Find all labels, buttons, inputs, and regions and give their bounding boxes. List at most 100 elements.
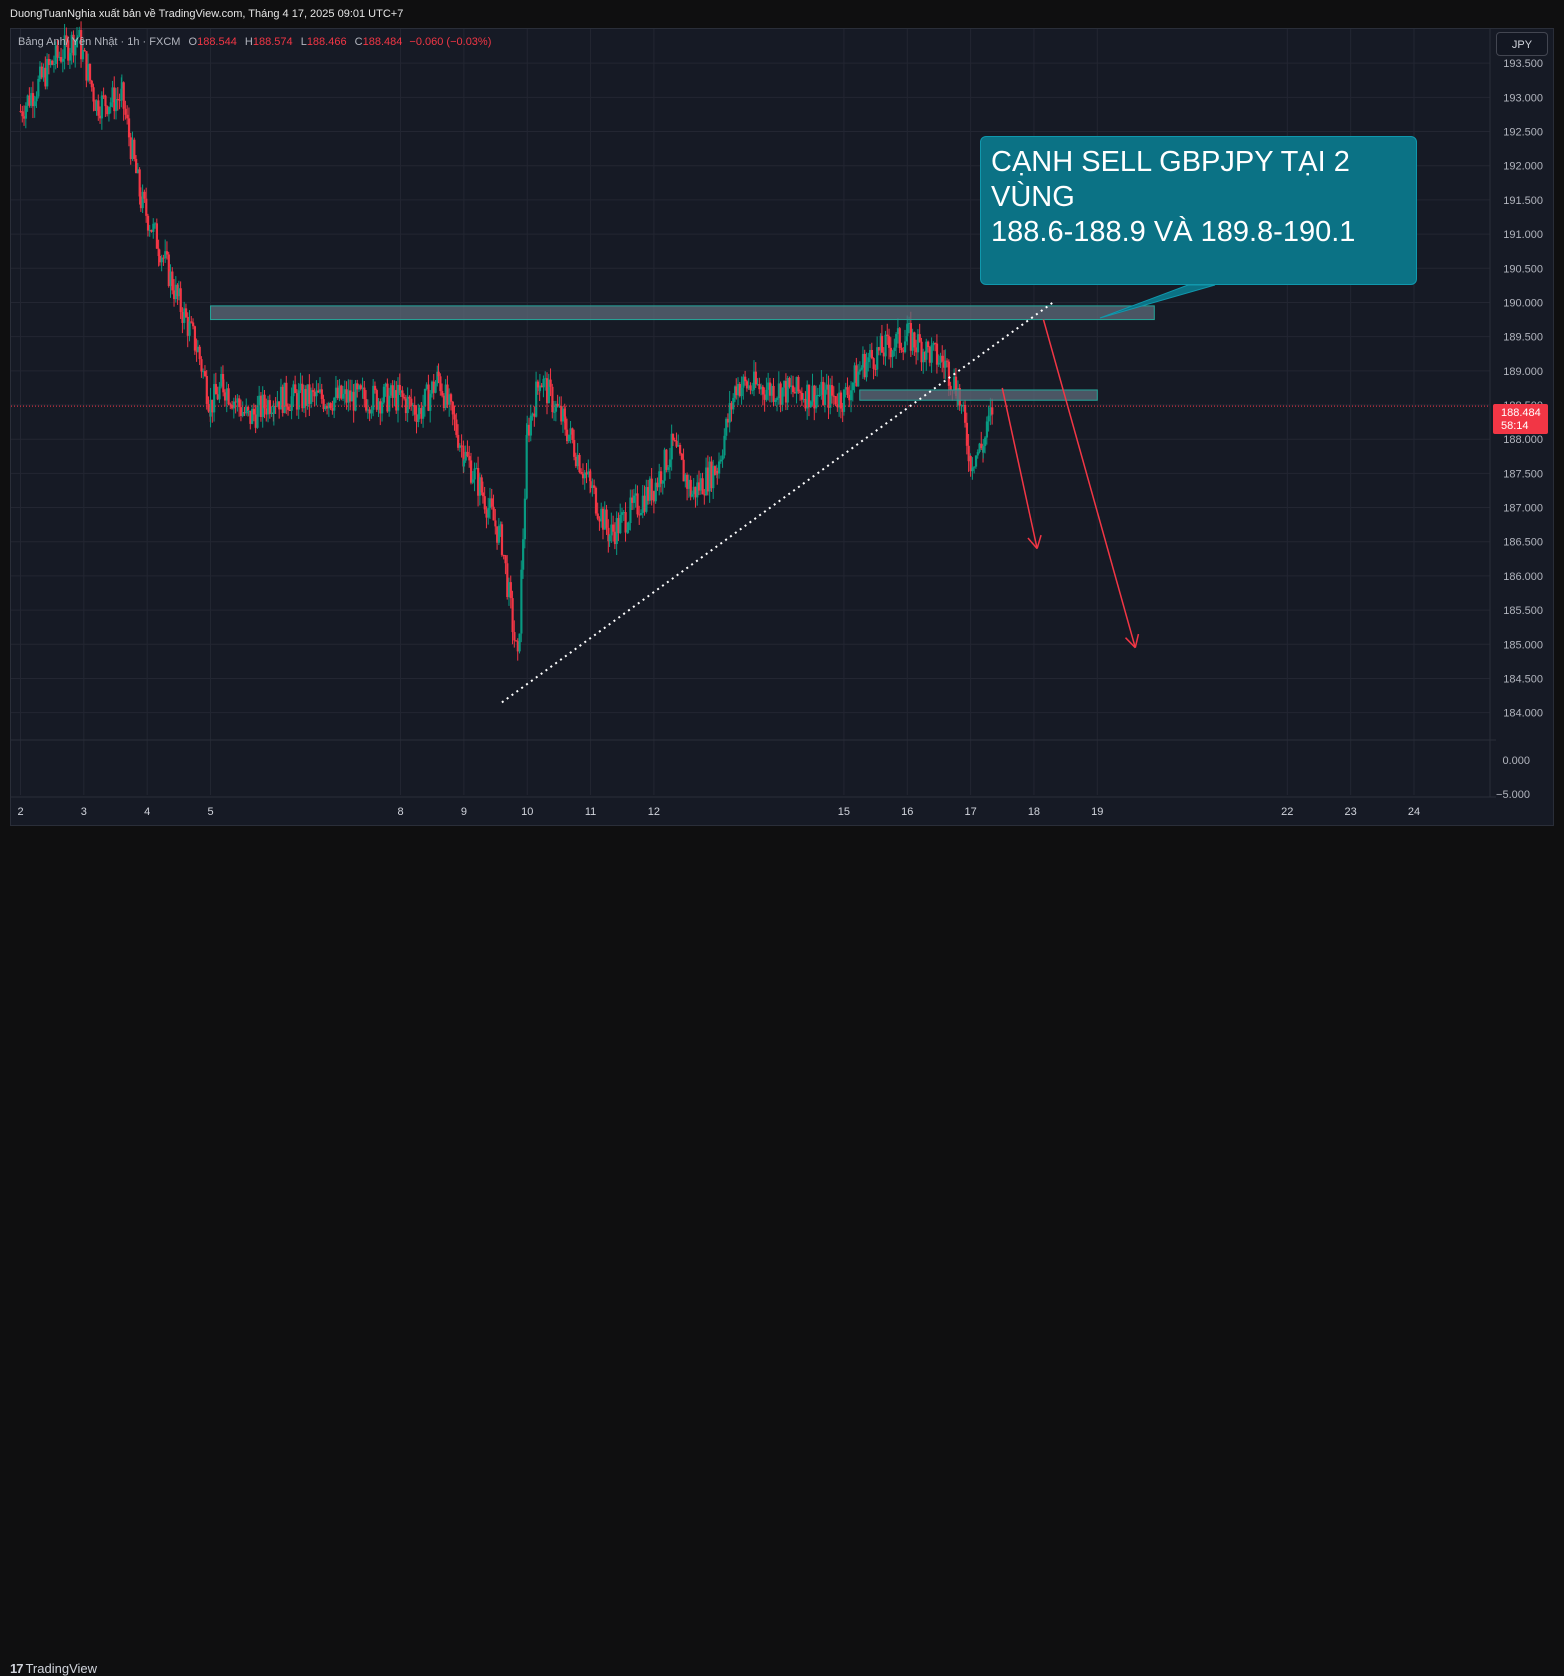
candle-body-up [620, 512, 624, 515]
candle-body-up [558, 406, 561, 408]
candle-body-up [315, 390, 318, 397]
candle-body-down [589, 481, 592, 489]
price-tick-label: 193.000 [1503, 92, 1543, 104]
candle-body-down [200, 359, 203, 372]
candle-body-down [527, 424, 531, 436]
candle-body-down [504, 555, 507, 564]
candle-body-up [87, 63, 90, 81]
candle-body-up [279, 386, 283, 410]
candle-body-down [485, 509, 488, 518]
candle-body-down [863, 353, 866, 378]
candle-body-up [542, 378, 545, 388]
candle-body-down [60, 57, 63, 62]
price-chart[interactable]: 193.500 193.000 192.500 192.000 191.500 191.0… [0, 0, 1564, 861]
candle-body-down [880, 335, 884, 353]
candle-body-down [449, 394, 453, 402]
candle-body-down [441, 391, 444, 396]
candle-body-down [301, 383, 304, 409]
candle-body-down [340, 385, 343, 399]
time-tick-label: 11 [585, 806, 596, 818]
candle-body-down [836, 404, 839, 408]
candle-body-down [451, 401, 454, 415]
price-tick-label: 184.000 [1503, 708, 1543, 720]
candle-body-up [719, 459, 722, 462]
candle-body-up [916, 334, 920, 353]
price-tick-label: 185.000 [1503, 639, 1543, 651]
candle-body-up [236, 398, 239, 403]
candle-body-up [366, 409, 370, 411]
candle-body-up [26, 95, 29, 106]
close-label: C [354, 36, 363, 48]
candle-body-down [549, 379, 552, 387]
candle-body-up [46, 59, 49, 87]
candle-body-up [169, 271, 172, 287]
price-tick-label: 187.500 [1503, 468, 1543, 480]
candle-body-down [807, 384, 811, 408]
candle-body-up [258, 395, 261, 406]
candle-body-down [322, 399, 325, 409]
candle-body-down [192, 322, 195, 327]
candle-body-down [126, 114, 129, 119]
candle-body-down [214, 384, 218, 395]
tradingview-logo-icon: 17 [10, 1661, 24, 1676]
candle-body-down [652, 491, 656, 502]
high-value: 188.574 [252, 36, 293, 48]
candle-body-up [109, 102, 112, 107]
candle-body-down [980, 443, 983, 449]
candle-body-down [460, 445, 463, 447]
candle-body-up [389, 385, 393, 396]
candle-body-up [645, 487, 648, 512]
candle-body-up [978, 443, 981, 453]
candle-body-down [288, 409, 292, 411]
candle-body-down [673, 440, 676, 442]
candle-body-down [480, 477, 483, 493]
candle-body-down [831, 385, 834, 396]
candle-body-down [363, 387, 366, 400]
candle-body-down [31, 93, 35, 107]
candle-body-up [30, 93, 33, 106]
candle-body-down [888, 336, 891, 348]
candle-body-up [752, 371, 756, 390]
high-label: H [244, 36, 253, 48]
candle-body-up [160, 257, 163, 263]
candle-body-down [413, 405, 416, 415]
candle-body-down [516, 641, 519, 652]
candle-body-up [842, 389, 846, 412]
candle-body-up [430, 381, 434, 394]
candle-body-down [566, 429, 569, 442]
time-tick-label: 19 [1091, 806, 1103, 818]
candle-body-down [92, 87, 95, 102]
candle-body-up [893, 347, 896, 352]
candle-body-up [107, 106, 111, 115]
top-bar: DuongTuanNghia xuất bản về TradingView.c… [0, 0, 1564, 28]
currency-button[interactable]: JPY [1496, 32, 1548, 56]
candle-body-down [457, 434, 460, 448]
candle-body-down [254, 414, 257, 428]
candle-body-down [167, 254, 170, 287]
candle-body-down [287, 406, 290, 410]
candle-body-up [677, 444, 680, 447]
tradingview-logo[interactable]: 17 TradingView [10, 1661, 97, 1676]
footer: 17 TradingView [0, 826, 1564, 1676]
candle-body-down [247, 406, 250, 411]
symbol-label[interactable]: Bảng Anh/ Yên Nhật · 1h · FXCM [18, 36, 181, 48]
candle-body-down [162, 257, 165, 259]
candle-body-up [790, 385, 793, 387]
candle-body-down [698, 482, 701, 491]
candle-body-down [703, 494, 706, 496]
candle-body-down [713, 466, 717, 475]
candle-body-up [737, 384, 740, 396]
annotation-callout[interactable]: CẠNH SELL GBPJPY TẠI 2 VÙNG 188.6-188.9 … [980, 136, 1417, 285]
candle-body-up [33, 101, 36, 107]
candle-body-up [576, 454, 579, 467]
low-label: L [300, 36, 307, 48]
candle-body-down [481, 492, 485, 497]
candle-body-up [641, 495, 644, 513]
time-tick-label: 23 [1345, 806, 1357, 818]
candle-body-up [372, 385, 375, 410]
candle-body-down [359, 385, 362, 389]
candle-body-up [922, 351, 925, 363]
candle-body-up [610, 524, 613, 536]
candle-body-down [352, 391, 355, 411]
candle-body-up [767, 382, 770, 390]
